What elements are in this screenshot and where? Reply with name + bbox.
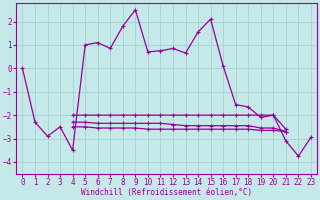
X-axis label: Windchill (Refroidissement éolien,°C): Windchill (Refroidissement éolien,°C) bbox=[81, 188, 252, 197]
